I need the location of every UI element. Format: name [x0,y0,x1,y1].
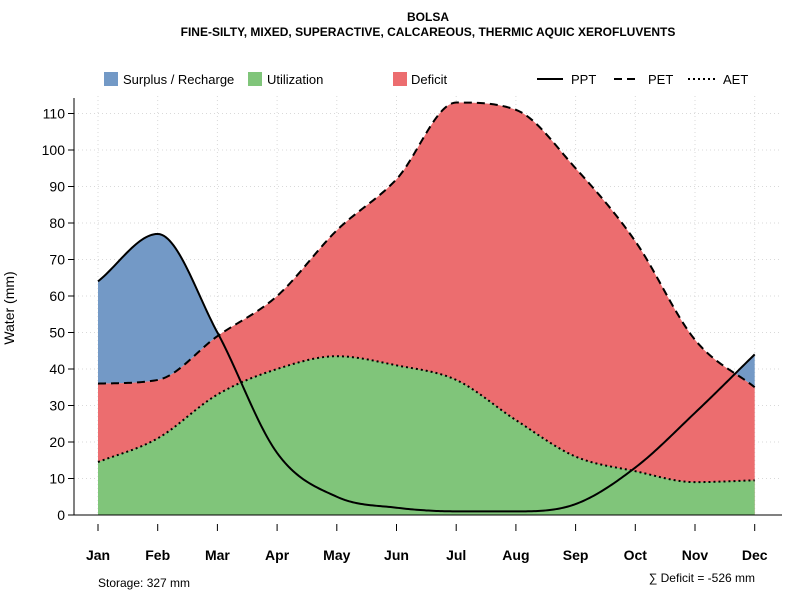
y-tick-label-11: 110 [43,106,66,122]
storage-annotation: Storage: 327 mm [98,576,190,590]
y-tick-label-4: 40 [49,361,65,377]
y-tick-label-2: 20 [49,434,65,450]
x-tick-label-sep: Sep [563,547,589,563]
ppt-line [97,232,756,513]
surplus-area [98,102,755,388]
axes: 0 10 20 30 40 50 60 70 80 90 100 110 Jan Feb Mar Apr May… [42,98,782,563]
y-tick-label-8: 80 [49,215,65,231]
legend-swatch-utilization [248,72,262,86]
legend-swatch-deficit [393,72,407,86]
legend-label-utilization: Utilization [267,72,323,87]
y-tick-label-0: 0 [57,507,65,523]
pet-line [97,101,756,389]
legend-label-surplus: Surplus / Recharge [123,72,234,87]
legend-label-pet: PET [648,72,673,87]
x-tick-label-may: May [323,547,350,563]
aet-line [97,355,755,484]
x-tick-label-aug: Aug [502,547,529,563]
x-tick-label-dec: Dec [742,547,768,563]
y-tick-label-1: 10 [49,471,65,487]
y-tick-label-10: 100 [42,142,66,158]
y-tick-label-3: 30 [49,398,65,414]
x-tick-label-jun: Jun [384,547,409,563]
x-tick-label-jan: Jan [86,547,110,563]
x-tick-label-nov: Nov [682,547,709,563]
chart-title: BOLSA [407,10,449,24]
x-tick-label-oct: Oct [624,547,648,563]
y-tick-label-7: 70 [49,252,65,268]
x-tick-label-jul: Jul [446,547,466,563]
y-tick-label-5: 50 [49,325,65,341]
legend-swatch-surplus [104,72,118,86]
legend-label-aet: AET [723,72,748,87]
y-axis-label: Water (mm) [1,271,17,344]
chart-subtitle: FINE-SILTY, MIXED, SUPERACTIVE, CALCAREO… [181,25,676,39]
legend: Surplus / Recharge Utilization Deficit P… [104,72,748,87]
x-tick-label-mar: Mar [205,547,230,563]
utilization-area [98,356,755,515]
y-tick-label-9: 90 [49,179,65,195]
x-tick-label-feb: Feb [145,547,170,563]
legend-label-deficit: Deficit [411,72,448,87]
x-tick-label-apr: Apr [265,547,290,563]
y-tick-label-6: 60 [49,288,65,304]
deficit-annotation: ∑ Deficit = -526 mm [649,571,755,585]
legend-label-ppt: PPT [571,72,596,87]
